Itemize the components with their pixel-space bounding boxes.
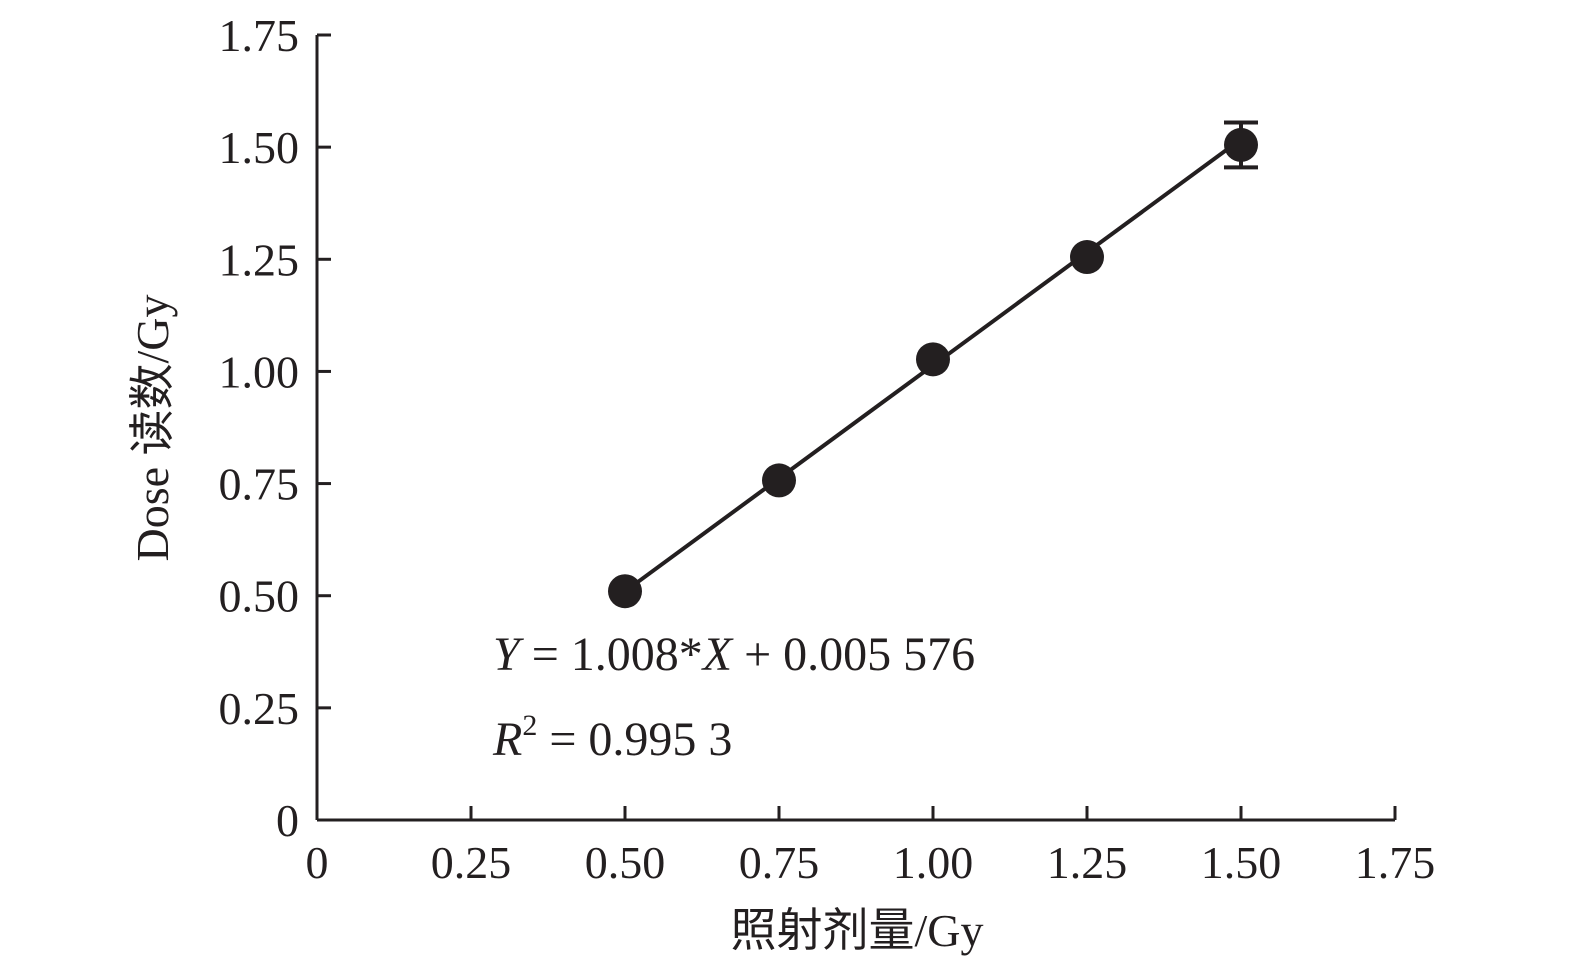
regression-equation: Y = 1.008*X + 0.005 576: [493, 628, 975, 681]
r-tail: = 0.995 3: [537, 713, 732, 766]
y-tick-label: 0.50: [219, 571, 300, 622]
x-tick-label: 0: [306, 837, 329, 888]
x-axis-title: 照射剂量/Gy: [731, 905, 984, 956]
r-sup: 2: [522, 709, 537, 742]
eq-mid: = 1.008*: [520, 628, 703, 681]
x-tick-label: 0.50: [585, 837, 666, 888]
x-tick-label: 1.00: [893, 837, 974, 888]
y-tick-label: 0.75: [219, 459, 300, 510]
data-point: [762, 463, 796, 498]
y-tick-label: 1.50: [219, 122, 300, 173]
x-axis: 0 0.25 0.50 0.75 1.00 1.25 1.50 1.75: [306, 806, 1436, 888]
eq-x-var: X: [701, 628, 734, 681]
data-point: [1224, 127, 1258, 162]
y-tick-label: 0.25: [219, 683, 300, 734]
x-tick-label: 1.50: [1201, 837, 1282, 888]
eq-y-var: Y: [493, 628, 524, 681]
y-tick-label: 1.75: [219, 10, 300, 61]
y-axis: 0 0.25 0.50 0.75 1.00 1.25 1.50 1.75: [219, 10, 331, 846]
x-tick-label: 1.25: [1047, 837, 1128, 888]
y-axis-title: Dose 读数/Gy: [127, 294, 178, 561]
x-tick-label: 1.75: [1355, 837, 1436, 888]
eq-tail: + 0.005 576: [732, 628, 975, 681]
points-group: [608, 120, 1258, 609]
data-point: [608, 574, 642, 609]
r-squared-text: R2 = 0.995 3: [492, 709, 732, 766]
data-point: [1070, 240, 1104, 275]
x-tick-label: 0.25: [431, 837, 512, 888]
y-tick-label: 0: [276, 795, 299, 846]
r-var: R: [492, 713, 522, 766]
y-tick-label: 1.25: [219, 234, 300, 285]
data-point: [916, 342, 950, 377]
y-tick-label: 1.00: [219, 346, 300, 397]
x-tick-label: 0.75: [739, 837, 820, 888]
